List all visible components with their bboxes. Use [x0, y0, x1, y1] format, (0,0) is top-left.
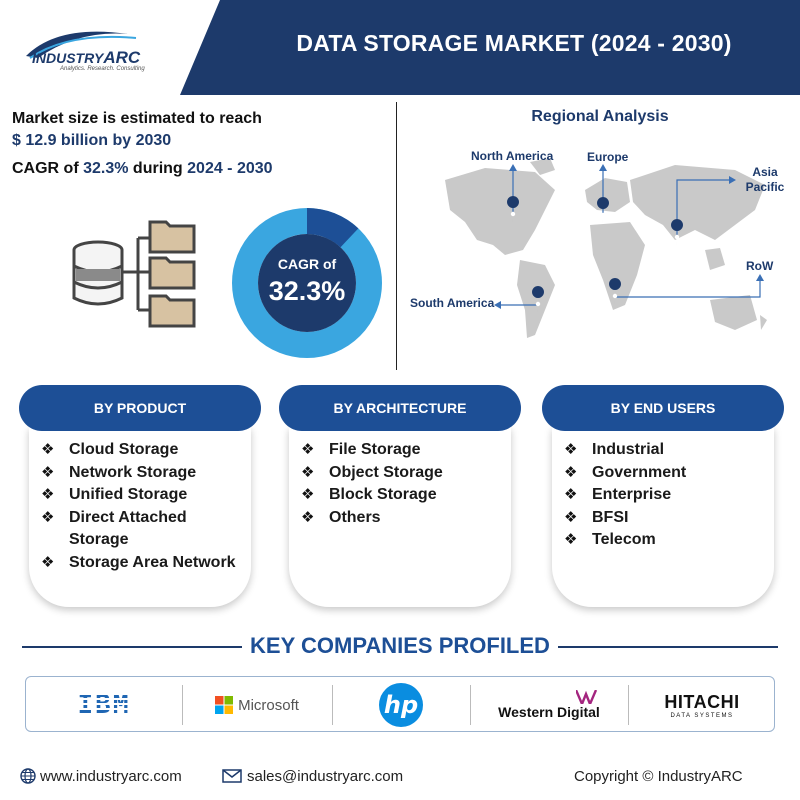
list-item: File Storage	[301, 439, 501, 462]
list-item: Network Storage	[41, 462, 241, 485]
company-hitachi[interactable]: HITACHI DATA SYSTEMS	[628, 677, 776, 733]
vertical-divider	[396, 102, 397, 370]
donut-highlight-segment	[306, 208, 359, 248]
cagr-prefix: CAGR of	[12, 160, 84, 177]
company-microsoft[interactable]: Microsoft	[182, 677, 332, 733]
region-label-europe: Europe	[587, 150, 629, 164]
list-item: Industrial	[564, 439, 764, 462]
market-size-value: $ 12.9 billion by 2030	[12, 132, 172, 149]
list-item: Telecom	[564, 529, 764, 552]
segment-items: Cloud Storage Network Storage Unified St…	[41, 439, 241, 574]
region-label-north-america: North America	[471, 149, 554, 163]
company-separator	[182, 685, 183, 725]
mail-icon	[222, 769, 242, 783]
page-title: DATA STORAGE MARKET (2024 - 2030)	[296, 30, 732, 56]
region-pins	[507, 196, 684, 312]
list-item: Block Storage	[301, 484, 501, 507]
header-banner	[180, 0, 800, 95]
list-item: Object Storage	[301, 462, 501, 485]
hp-logo-text: hp	[384, 691, 418, 719]
company-separator	[628, 685, 629, 725]
list-item: Cloud Storage	[41, 439, 241, 462]
segment-card-end-users: BY END USERS Industrial Government Enter…	[542, 385, 784, 607]
footer-website[interactable]: www.industryarc.com	[20, 768, 182, 785]
list-item: Storage Area Network	[41, 552, 241, 575]
email-link[interactable]: sales@industryarc.com	[247, 768, 404, 785]
list-item: Others	[301, 507, 501, 530]
logo-arc-text: ARC	[103, 48, 141, 67]
logo-swoosh-icon	[26, 31, 137, 59]
cagr-value: 32.3%	[83, 160, 129, 177]
company-separator	[470, 685, 471, 725]
market-size-label: Market size is estimated to reach	[12, 110, 262, 127]
list-item: Government	[564, 462, 764, 485]
microsoft-logo-text: Microsoft	[238, 696, 299, 714]
segment-card-product: BY PRODUCT Cloud Storage Network Storage…	[19, 385, 261, 607]
segment-list-architecture: File Storage Object Storage Block Storag…	[289, 427, 511, 607]
industryarc-logo[interactable]: INDUSTRYARC Analytics. Research. Consult…	[18, 24, 178, 74]
segment-items: File Storage Object Storage Block Storag…	[301, 439, 501, 529]
cagr-donut-chart	[232, 208, 382, 358]
donut-value: 32.3%	[268, 276, 346, 306]
western-digital-mark-icon	[576, 690, 598, 704]
footer-copyright: Copyright © IndustryARC	[574, 768, 743, 785]
globe-icon	[20, 768, 36, 784]
segment-header-architecture[interactable]: BY ARCHITECTURE	[279, 385, 521, 431]
company-logos: IBM Microsoft hp Western Digital HITACHI…	[25, 676, 775, 732]
segment-items: Industrial Government Enterprise BFSI Te…	[564, 439, 764, 552]
website-link[interactable]: www.industryarc.com	[40, 768, 182, 785]
pin-north-america-icon[interactable]	[507, 196, 520, 222]
regional-analysis-title: Regional Analysis	[531, 108, 669, 125]
list-item: Direct Attached Storage	[41, 507, 241, 552]
footer-email[interactable]: sales@industryarc.com	[222, 768, 403, 785]
segment-list-end-users: Industrial Government Enterprise BFSI Te…	[552, 427, 774, 607]
hp-logo-icon: hp	[379, 683, 423, 727]
cagr-donut: CAGR of 32.3%	[232, 208, 382, 358]
header: INDUSTRYARC Analytics. Research. Consult…	[0, 0, 800, 95]
pin-row-icon[interactable]	[609, 278, 622, 304]
hitachi-logo-text: HITACHI	[664, 691, 740, 712]
logo-text: INDUSTRY	[32, 50, 104, 66]
region-label-south-america: South America	[410, 296, 495, 310]
key-companies-rule-right	[558, 646, 778, 648]
cagr-mid: during	[128, 160, 188, 177]
market-summary: Market size is estimated to reach $ 12.9…	[12, 110, 392, 178]
segment-header-product[interactable]: BY PRODUCT	[19, 385, 261, 431]
region-label-asia-pacific: Asia Pacific	[745, 165, 785, 194]
segment-card-architecture: BY ARCHITECTURE File Storage Object Stor…	[279, 385, 521, 607]
list-item: Enterprise	[564, 484, 764, 507]
segment-header-end-users[interactable]: BY END USERS	[542, 385, 784, 431]
microsoft-windows-icon	[215, 696, 234, 714]
pin-europe-icon[interactable]	[597, 197, 610, 223]
cagr-statement: CAGR of 32.3% during 2024 - 2030	[12, 160, 392, 178]
logo-tagline: Analytics. Research. Consulting	[60, 66, 145, 72]
region-label-row: RoW	[746, 259, 774, 273]
key-companies-title: KEY COMPANIES PROFILED	[250, 633, 550, 658]
company-hp[interactable]: hp	[332, 677, 470, 733]
segment-list-product: Cloud Storage Network Storage Unified St…	[29, 427, 251, 607]
region-callout-arrows	[494, 164, 764, 309]
donut-label: CAGR of	[277, 256, 337, 272]
list-item: Unified Storage	[41, 484, 241, 507]
key-companies-rule-left	[22, 646, 242, 648]
donut-center	[258, 234, 356, 332]
data-storage-icon	[72, 220, 196, 328]
pin-south-america-icon[interactable]	[532, 286, 545, 312]
company-separator	[332, 685, 333, 725]
list-item: BFSI	[564, 507, 764, 530]
world-map-continents	[445, 158, 767, 338]
ibm-logo: IBM	[77, 690, 131, 720]
western-digital-logo-text: Western Digital	[498, 704, 600, 720]
cagr-period: 2024 - 2030	[187, 160, 273, 177]
company-western-digital[interactable]: Western Digital	[470, 677, 628, 733]
company-ibm[interactable]: IBM	[26, 677, 182, 733]
hitachi-logo-subtext: DATA SYSTEMS	[670, 712, 734, 719]
world-map	[445, 158, 767, 338]
pin-asia-pacific-icon[interactable]	[671, 219, 684, 245]
